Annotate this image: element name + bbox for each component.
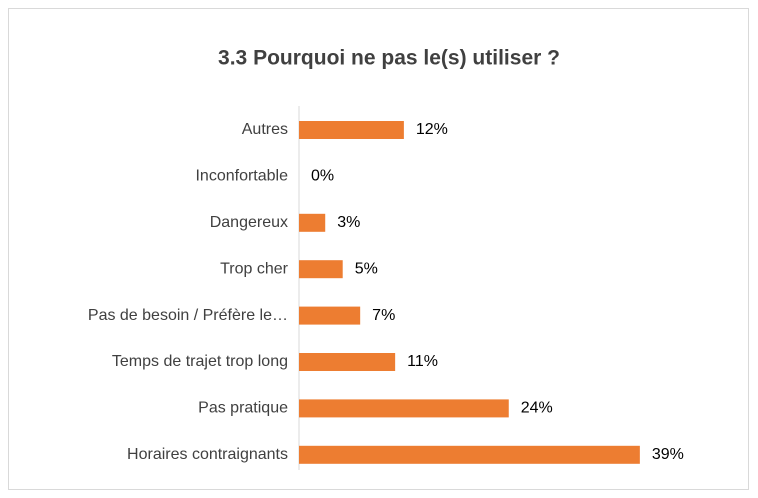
bar: [299, 121, 404, 139]
data-label: 0%: [311, 168, 334, 185]
chart-title: 3.3 Pourquoi ne pas le(s) utiliser ?: [218, 47, 560, 70]
bar: [299, 353, 396, 371]
category-label: Trop cher: [220, 260, 289, 277]
category-label: Inconfortable: [195, 168, 288, 185]
data-label: 12%: [416, 121, 448, 138]
category-label: Pas de besoin / Préfère le…: [88, 307, 288, 324]
bar: [299, 306, 361, 325]
data-label: 3%: [337, 214, 360, 231]
data-label: 39%: [652, 446, 684, 463]
category-label: Horaires contraignants: [127, 446, 288, 463]
bar: [299, 213, 326, 232]
category-label: Temps de trajet trop long: [112, 353, 288, 370]
bar: [299, 445, 640, 464]
data-label: 24%: [521, 400, 553, 417]
category-label: Pas pratique: [198, 400, 288, 417]
data-label: 11%: [407, 353, 438, 370]
data-label: 7%: [372, 307, 395, 324]
category-label: Dangereux: [210, 214, 288, 231]
bar: [299, 260, 343, 279]
data-label: 5%: [355, 260, 378, 277]
bar: [299, 399, 509, 418]
category-label: Autres: [242, 121, 288, 138]
